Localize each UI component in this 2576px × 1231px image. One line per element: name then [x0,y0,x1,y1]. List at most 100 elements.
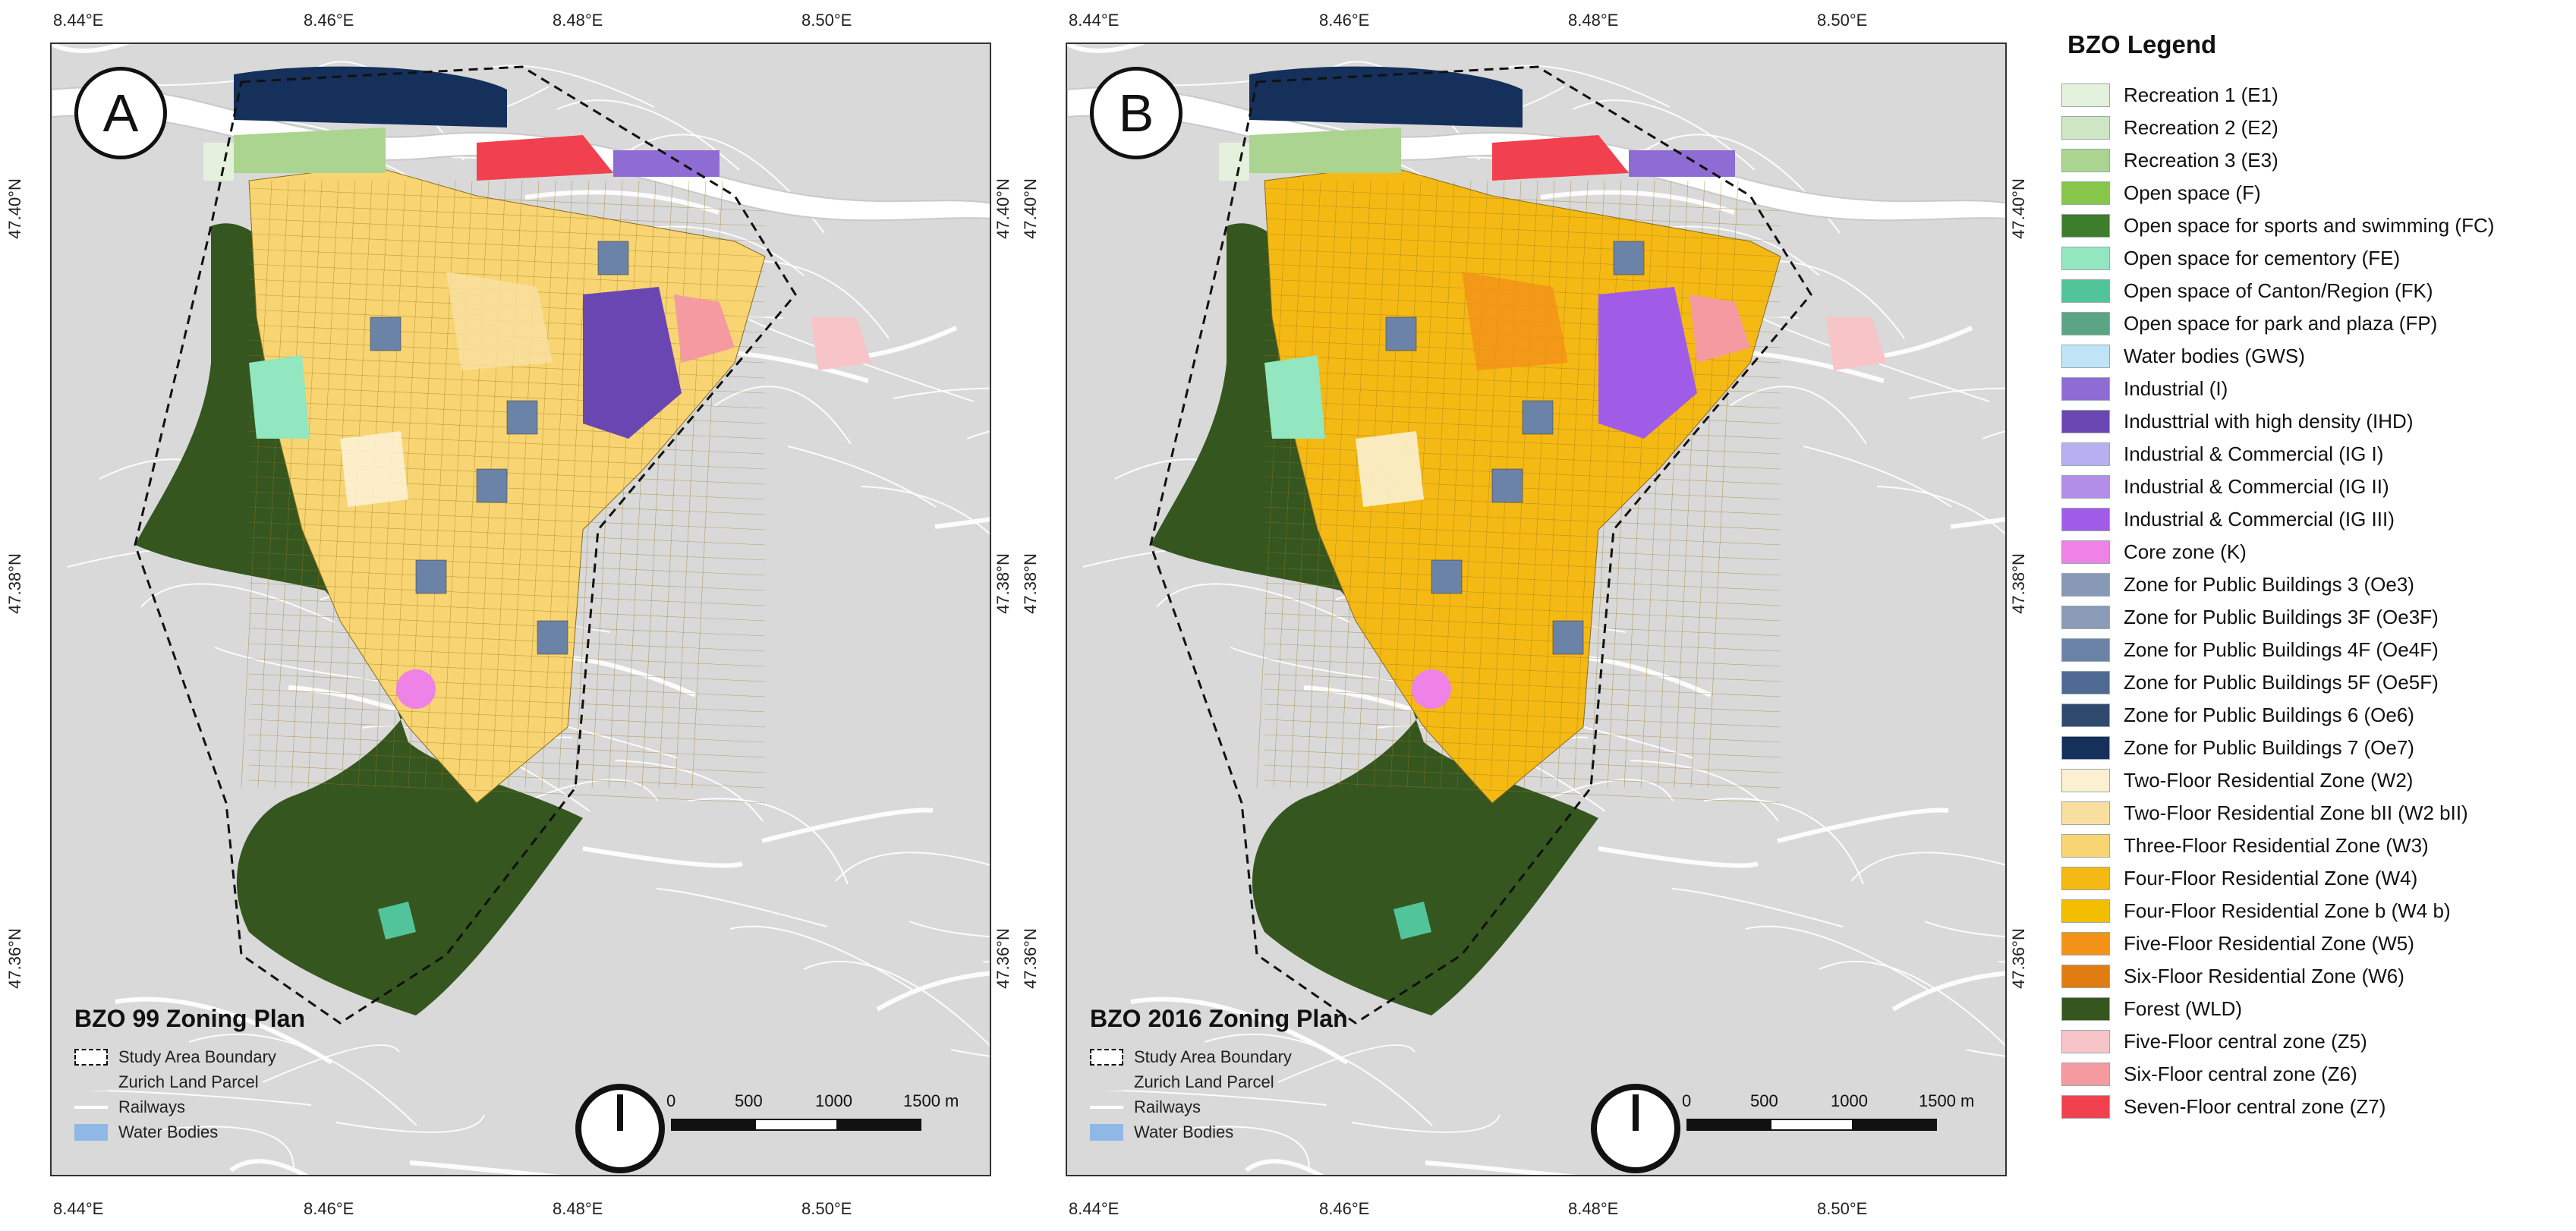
street-line [1540,190,1735,215]
parcel-line [248,643,766,667]
legend-label: Two-Floor Residential Zone (W2) [2124,769,2414,792]
scale-label: 0 [666,1091,676,1110]
legend-swatch [2061,867,2110,890]
parcel-line [1264,491,1781,515]
legend-label: Six-Floor central zone (Z6) [2124,1063,2357,1085]
industrial-zone [613,150,720,177]
industrial-zone [1598,287,1697,439]
legend-swatch [2061,149,2110,172]
street-line [483,65,655,108]
central-zone [477,135,613,181]
legend-label: Zone for Public Buildings 3 (Oe3) [2124,573,2414,596]
lon-tick-bottom: 8.48°E [553,1199,603,1218]
lat-tick-right: 47.36°N [2008,928,2028,989]
public-zone [597,241,629,275]
parcel-line [1264,445,1781,470]
parcel-line [248,187,766,212]
legend-item: Two-Floor Residential Zone (W2) [2061,764,2562,797]
scale-segment [1853,1119,1937,1131]
street-line [876,971,990,1012]
street-line [656,888,828,927]
legend-swatch [2061,899,2110,923]
lon-tick-bottom: 8.50°E [1817,1199,1868,1218]
legend-item: Zone for Public Buildings 6 (Oe6) [2061,699,2562,732]
cemetery-zone [249,355,310,439]
map-legend: Study Area Boundary Zurich Land Parcel R… [74,1044,276,1144]
open-space-zone [1393,902,1431,940]
parcel-line [1306,180,1338,789]
legend-item: Open space for park and plaza (FP) [2061,307,2562,340]
public-zone [1431,559,1463,594]
street-line [1572,99,1756,171]
public-zone [415,559,447,594]
scale-segment [671,1119,754,1131]
scale-segment [754,1119,838,1131]
legend-item: Industrial & Commercial (IG III) [2061,503,2562,536]
lat-tick-left: 47.40°N [1020,178,1040,239]
plan-title: BZO 99 Zoning Plan [74,1005,306,1032]
legend-list: Recreation 1 (E1) Recreation 2 (E2) Recrea… [2061,79,2562,1123]
legend-swatch [2061,345,2110,368]
map-frame[interactable]: A BZO 99 Zoning Plan Study Area Boundary… [50,43,991,1176]
legend-swatch [2061,377,2110,401]
legend-swatch [2061,247,2110,270]
parcel-line [1264,218,1781,242]
map-frame[interactable]: B BZO 2016 Zoning Plan Study Area Bounda… [1066,43,2007,1176]
lat-tick-left: 47.36°N [1020,928,1040,989]
legend-label: Five-Floor Residential Zone (W5) [2124,932,2414,955]
lon-tick-top: 8.50°E [1817,11,1868,30]
parcel-line [1573,180,1605,789]
legend-item: Industrial & Commercial (IG I) [2061,438,2562,471]
street-line [156,1126,294,1169]
legend-item: Four-Floor Residential Zone (W4) [2061,862,2562,895]
street-line [1729,386,1867,445]
legend-item: Zone for Public Buildings 5F (Oe5F) [2061,666,2562,699]
legend-label: Zone for Public Buildings 5F (Oe5F) [2124,671,2439,694]
lat-tick-right: 47.40°N [993,178,1012,239]
street-line [1703,798,1864,885]
central-zone [674,294,735,363]
public-zone [476,468,508,503]
recreation-zone [1219,143,1249,181]
parcel-line [1557,180,1589,789]
street-line [1891,971,2005,1012]
legend-label: Zone for Public Buildings 6 (Oe6) [2124,704,2414,726]
legend-swatch [2061,997,2110,1021]
street-line [1425,1160,1578,1175]
legend-label: Core zone (K) [2124,540,2247,563]
public-zone [370,316,402,351]
parcel-line [1264,233,1781,257]
parcel-line [307,180,339,789]
street-line [1950,517,2005,529]
legend-label: Industrial & Commercial (IG II) [2124,475,2389,498]
legend-swatch [2061,932,2110,956]
parcel-line [541,180,573,789]
street-line [262,1044,400,1083]
central-zone [1826,317,1887,370]
lat-tick-left: 47.38°N [5,553,24,614]
street-line [115,996,333,1065]
street-line [803,960,990,1047]
legend-label: Recreation 3 (E3) [2124,149,2278,172]
legend-label: Water bodies (GWS) [2124,345,2305,367]
legend-label: Zone for Public Buildings 7 (Oe7) [2124,736,2414,759]
legend-swatch [2061,214,2110,238]
legend-swatch [2061,181,2110,205]
legend-swatch [2061,410,2110,433]
study-area-boundary [1149,65,1812,1025]
parcel-line [291,180,323,789]
map-legend-item: Zurich Land Parcel [74,1069,276,1094]
public-zone [1491,468,1523,503]
scale-label: 1000 [815,1091,852,1110]
street-line [1671,888,1844,927]
parcel-line [1264,612,1781,637]
map-legend-label: Water Bodies [1134,1122,1234,1141]
legend-item: Four-Floor Residential Zone b (W4 b) [2061,895,2562,927]
parcel-line [248,491,766,515]
panel-badge: B [1090,67,1183,159]
legend-item: Industtrial with high density (IHD) [2061,405,2562,438]
public-zone [1552,620,1584,655]
parcel-line [241,180,272,789]
street-line [1982,430,2005,439]
water-swatch [74,1123,108,1141]
